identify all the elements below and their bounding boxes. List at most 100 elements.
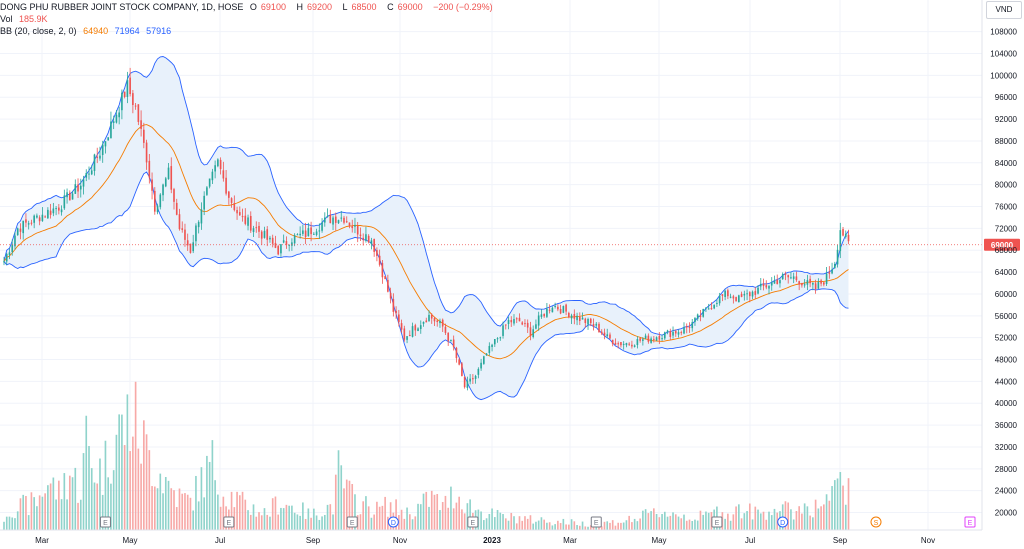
volume-bar <box>326 504 329 530</box>
volume-bar <box>304 518 307 530</box>
candle-body <box>743 293 746 296</box>
price-axis[interactable]: 108000 104000 100000 96000 92000 88000 84000 80… <box>0 0 1018 531</box>
volume-bar <box>101 494 104 530</box>
volume-bar <box>351 484 354 530</box>
candle-body <box>559 309 562 314</box>
volume-bar <box>680 518 683 530</box>
time-axis[interactable]: Mar May Jul Sep Nov 2023 Mar May Jul Sep Nov <box>35 536 935 545</box>
candle-body <box>455 347 458 359</box>
price-tick-label: 56000 <box>995 312 1018 321</box>
volume-bar <box>576 525 578 530</box>
volume-bar <box>790 509 792 530</box>
candle-body <box>483 356 485 364</box>
volume-bar <box>628 515 630 530</box>
candle-body <box>592 324 595 327</box>
volume-bar <box>148 450 151 530</box>
currency-button[interactable]: VND <box>986 1 1022 19</box>
symbol-legend: DONG PHU RUBBER JOINT STOCK COMPANY, 1D,… <box>0 2 497 12</box>
volume-bar <box>537 520 540 530</box>
price-tick-label: 40000 <box>995 399 1018 408</box>
candle-body <box>115 114 118 123</box>
bb-legend[interactable]: BB (20, close, 2, 0) 64940 71964 57916 <box>0 26 175 36</box>
candle-body <box>828 272 831 274</box>
candle-body <box>219 159 222 170</box>
volume-bar <box>491 508 493 530</box>
price-tick-label: 68000 <box>995 246 1018 255</box>
volume-bar <box>19 498 22 530</box>
volume-bar <box>68 475 71 530</box>
candle-body <box>244 215 247 224</box>
candle-body <box>831 269 833 274</box>
volume-bar <box>162 493 164 530</box>
volume-bar <box>595 525 598 530</box>
earnings-marker <box>346 516 358 528</box>
time-tick-label: 2023 <box>483 536 501 545</box>
volume-bar <box>63 473 66 530</box>
candle-body <box>578 317 581 321</box>
volume-bar <box>340 465 343 530</box>
candle-body <box>33 215 35 223</box>
volume-bar <box>551 525 554 530</box>
volume-bar <box>642 510 644 530</box>
volume-bar <box>403 518 406 530</box>
volume-bar <box>663 511 666 530</box>
candle-body <box>817 282 820 289</box>
volume-legend[interactable]: Vol 185.9K <box>0 14 52 24</box>
volume-bar <box>529 515 532 530</box>
candle-body <box>90 170 93 175</box>
candle-body <box>252 228 255 233</box>
candle-body <box>41 214 44 222</box>
candle-body <box>19 228 22 232</box>
candle-body <box>707 308 710 310</box>
volume-bar <box>792 519 795 530</box>
candle-body <box>836 249 839 265</box>
volume-bar <box>688 519 691 530</box>
volume-bar <box>466 503 469 530</box>
time-tick-label: May <box>651 536 666 545</box>
volume-bar <box>129 451 131 530</box>
candle-body <box>847 234 850 242</box>
volume-value: 185.9K <box>19 14 48 24</box>
candle-body <box>513 319 515 324</box>
candle-body <box>365 234 367 241</box>
volume-bar <box>480 511 482 530</box>
volume-bar <box>200 467 203 530</box>
candle-body <box>173 189 175 202</box>
volume-bar <box>184 493 186 530</box>
volume-bar <box>189 497 192 530</box>
volume-bar <box>197 501 200 530</box>
candle-body <box>313 233 315 235</box>
bb-basis-line <box>3 124 849 360</box>
volume-bar <box>22 494 25 530</box>
candle-body <box>447 332 450 341</box>
volume-bar <box>252 504 255 530</box>
price-tick-label: 48000 <box>995 356 1018 365</box>
candle-body <box>233 203 236 211</box>
candle-body <box>754 291 757 295</box>
volume-bar <box>842 485 844 530</box>
candle-body <box>628 343 630 345</box>
volume-bar <box>334 474 337 530</box>
volume-bar <box>3 521 5 530</box>
candle-body <box>299 233 301 236</box>
candle-body <box>759 283 762 287</box>
candlesticks[interactable] <box>3 67 850 391</box>
candle-body <box>587 318 589 325</box>
candle-body <box>595 323 598 326</box>
candle-body <box>71 193 74 200</box>
volume-bars <box>3 381 850 530</box>
price-tick-label: 52000 <box>995 334 1018 343</box>
price-tick-label: 80000 <box>995 181 1018 190</box>
volume-bar <box>398 515 400 530</box>
volume-bar <box>395 499 397 530</box>
volume-bar <box>806 506 809 530</box>
volume-bar <box>614 525 617 530</box>
candle-body <box>493 339 496 345</box>
time-tick-label: May <box>122 536 137 545</box>
volume-bar <box>93 482 96 530</box>
volume-bar <box>156 488 159 530</box>
candle-body <box>307 228 310 237</box>
candle-body <box>340 217 343 219</box>
